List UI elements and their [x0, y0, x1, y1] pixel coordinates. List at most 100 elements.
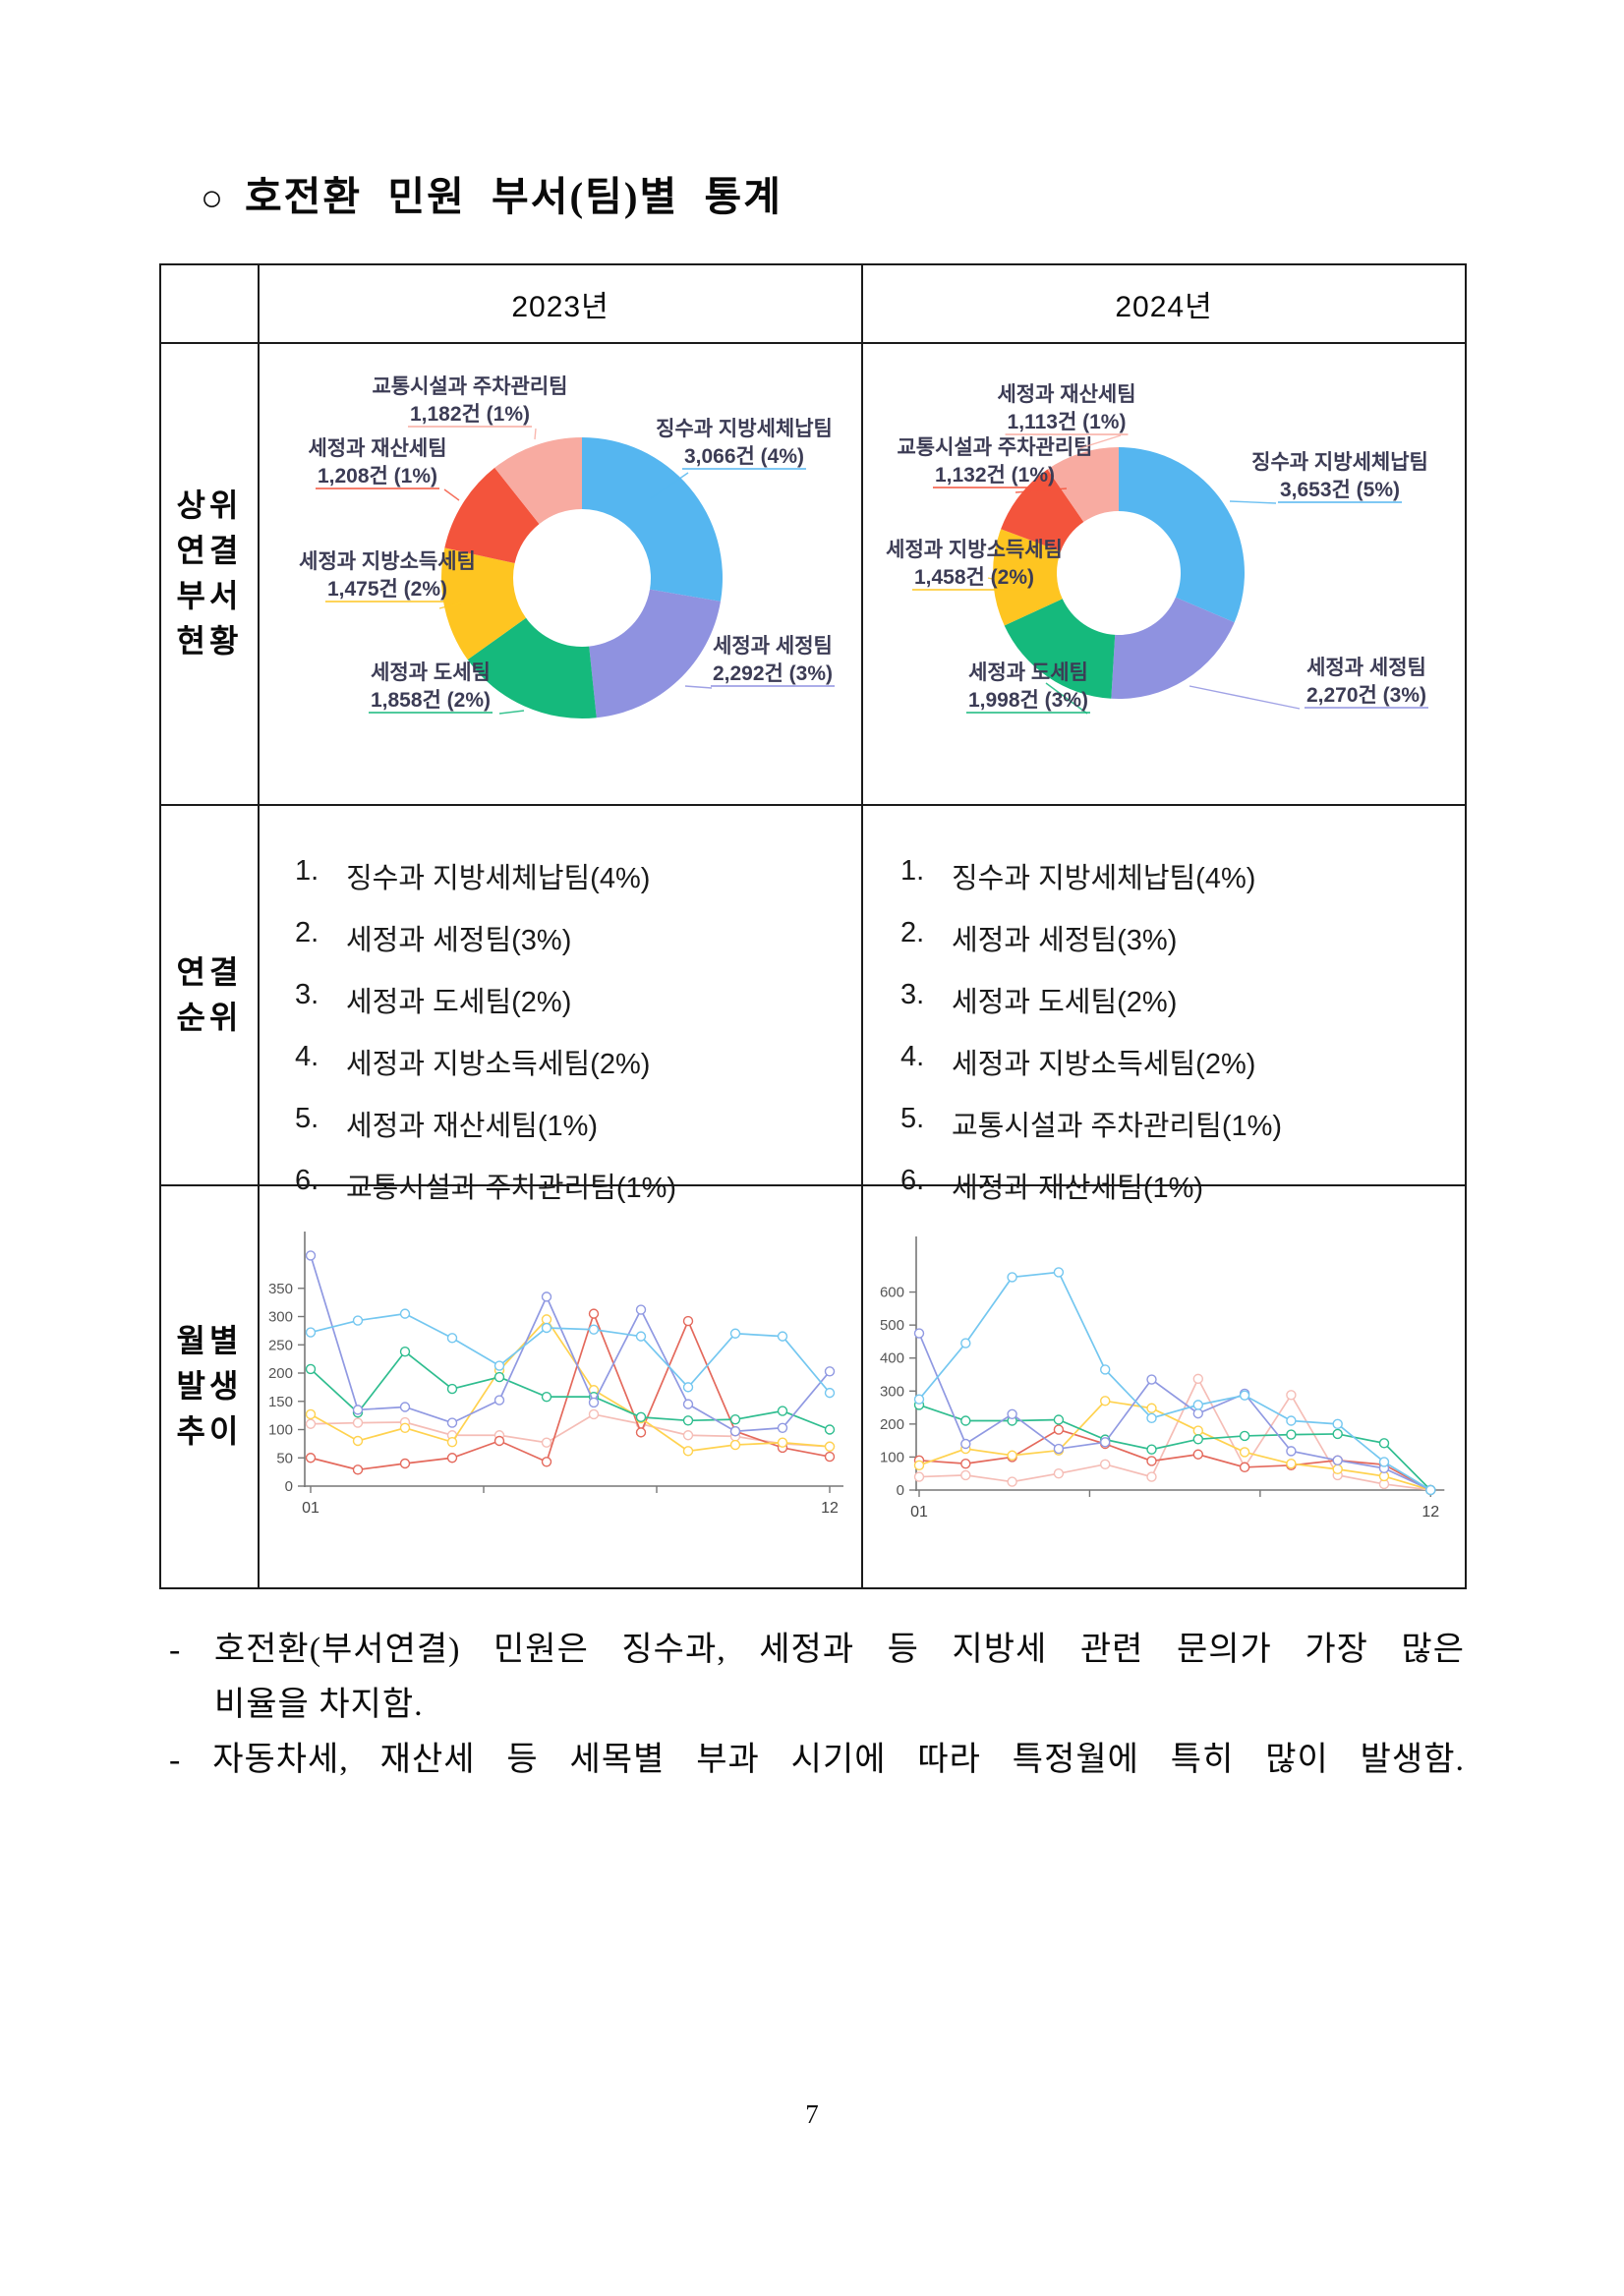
data-point	[1378, 1457, 1390, 1467]
series-징수과 지방세체납팀	[305, 1308, 836, 1399]
data-point	[682, 1382, 694, 1393]
column-header-2023: 2023년	[511, 291, 609, 323]
slice-label-value: 1,132건 (1%)	[935, 464, 1055, 487]
data-point	[493, 1435, 505, 1447]
series-세정과 세정팀	[305, 1250, 836, 1437]
data-point	[541, 1457, 552, 1467]
data-point	[1239, 1390, 1250, 1401]
data-point	[399, 1402, 411, 1412]
rank-item: 5. 교통시설과 주차관리팀(1%)	[900, 1103, 1282, 1144]
y-tick-label: 200	[880, 1416, 904, 1433]
slice-label-name: 세정과 재산세팀	[308, 437, 446, 460]
data-point	[1099, 1364, 1111, 1375]
column-header-2024: 2024년	[1115, 291, 1213, 323]
y-tick-label: 300	[880, 1383, 904, 1400]
slice-label-name: 징수과 지방세체납팀	[656, 418, 833, 440]
data-point	[1099, 1437, 1111, 1448]
table-divider-horizontal-3	[161, 1184, 1465, 1186]
y-tick-label: 300	[268, 1309, 293, 1326]
label-leader-line	[1015, 488, 1068, 493]
data-point	[493, 1395, 505, 1406]
slice-label-value: 2,270건 (3%)	[1306, 684, 1426, 707]
donut-slice-label: 교통시설과 주차관리팀 1,182건 (1%)	[372, 375, 568, 428]
slice-label-value: 1,208건 (1%)	[318, 465, 437, 488]
rank-number: 5.	[900, 1103, 925, 1134]
rank-text: 세정과 도세팀(2%)	[952, 987, 1178, 1018]
data-point	[1286, 1458, 1297, 1469]
rank-text: 교통시설과 주차관리팀(1%)	[346, 1173, 677, 1204]
slice-label-value: 2,292건 (3%)	[713, 662, 833, 685]
rank-item: 4. 세정과 지방소득세팀(2%)	[295, 1041, 676, 1082]
data-point	[446, 1333, 458, 1344]
label-leader-line	[684, 685, 713, 689]
data-point	[352, 1435, 364, 1447]
slice-label-name: 세정과 지방소득세팀	[299, 550, 476, 573]
rank-item: 3. 세정과 도세팀(2%)	[295, 979, 676, 1020]
rank-item: 6. 세정과 재산세팀(1%)	[900, 1165, 1282, 1206]
data-point	[352, 1405, 364, 1415]
donut-slice	[467, 617, 597, 718]
slice-label-value: 3,066건 (4%)	[684, 445, 804, 468]
rank-text: 세정과 세정팀(3%)	[346, 925, 572, 956]
data-point	[913, 1460, 925, 1471]
data-point	[1146, 1471, 1157, 1482]
row-label-line: 현황	[176, 623, 243, 659]
data-point	[1192, 1373, 1204, 1385]
donut-slice-label: 세정과 재산세팀 1,208건 (1%)	[308, 437, 447, 489]
row-label-line: 연결	[176, 953, 243, 990]
data-point	[1053, 1424, 1065, 1435]
rank-number: 1.	[900, 855, 925, 887]
row-label-monthly-trend: 월별 발생 추이	[161, 1186, 258, 1585]
data-point	[777, 1331, 788, 1342]
series-line	[310, 1255, 831, 1433]
data-point	[541, 1322, 552, 1334]
data-point	[777, 1406, 788, 1416]
donut-slice-label: 세정과 세정팀 2,292건 (3%)	[710, 635, 836, 687]
data-point	[399, 1458, 411, 1469]
data-point	[635, 1331, 647, 1342]
rank-item: 1. 징수과 지방세체납팀(4%)	[295, 855, 676, 896]
y-tick-label: 150	[268, 1394, 293, 1410]
data-point	[352, 1315, 364, 1326]
data-point	[729, 1413, 741, 1425]
data-point	[446, 1436, 458, 1448]
data-point	[588, 1397, 600, 1408]
note-line-1: - 호전환(부서연결) 민원은 징수과, 세정과 등 지방세 관련 문의가 가장…	[169, 1632, 1465, 1668]
series-징수과 지방세체납팀	[913, 1267, 1436, 1496]
rank-text: 징수과 지방세체납팀(4%)	[346, 863, 651, 894]
label-leader-line	[534, 428, 537, 440]
x-label-first: 01	[910, 1504, 928, 1521]
data-point	[1332, 1455, 1343, 1465]
donut-slice-label: 징수과 지방세체납팀 3,653건 (5%)	[1251, 451, 1428, 503]
data-point	[1007, 1408, 1017, 1419]
label-leader-line	[1229, 500, 1277, 504]
slice-label-value: 1,998건 (3%)	[968, 689, 1088, 712]
rank-number: 6.	[900, 1165, 925, 1196]
data-point	[446, 1453, 458, 1464]
data-point	[1007, 1450, 1017, 1461]
slice-label-name: 교통시설과 주차관리팀	[372, 375, 567, 398]
slice-label-name: 징수과 지방세체납팀	[1251, 451, 1428, 474]
series-line	[310, 1318, 831, 1453]
y-tick-label: 350	[268, 1281, 293, 1297]
data-point	[913, 1394, 925, 1405]
data-point	[1146, 1444, 1157, 1455]
row-label-line: 월별	[176, 1323, 243, 1358]
data-point	[635, 1427, 647, 1438]
label-leader-line	[498, 710, 525, 715]
slice-label-value: 1,475건 (2%)	[327, 578, 447, 601]
slice-label-value: 1,182건 (1%)	[410, 403, 530, 426]
rank-text: 세정과 재산세팀(1%)	[346, 1111, 599, 1142]
donut-slice	[1004, 599, 1116, 699]
label-leader-line	[1189, 685, 1301, 710]
data-point	[777, 1437, 788, 1448]
series-세정과 재산세팀	[913, 1373, 1436, 1496]
data-point	[541, 1437, 552, 1448]
data-point	[1192, 1425, 1204, 1436]
table-divider-vertical-2	[861, 265, 863, 1587]
row-label-line: 부서	[176, 578, 243, 613]
series-세정과 지방소득세팀	[305, 1314, 836, 1457]
rank-text: 세정과 세정팀(3%)	[952, 925, 1178, 956]
data-point	[824, 1451, 836, 1463]
